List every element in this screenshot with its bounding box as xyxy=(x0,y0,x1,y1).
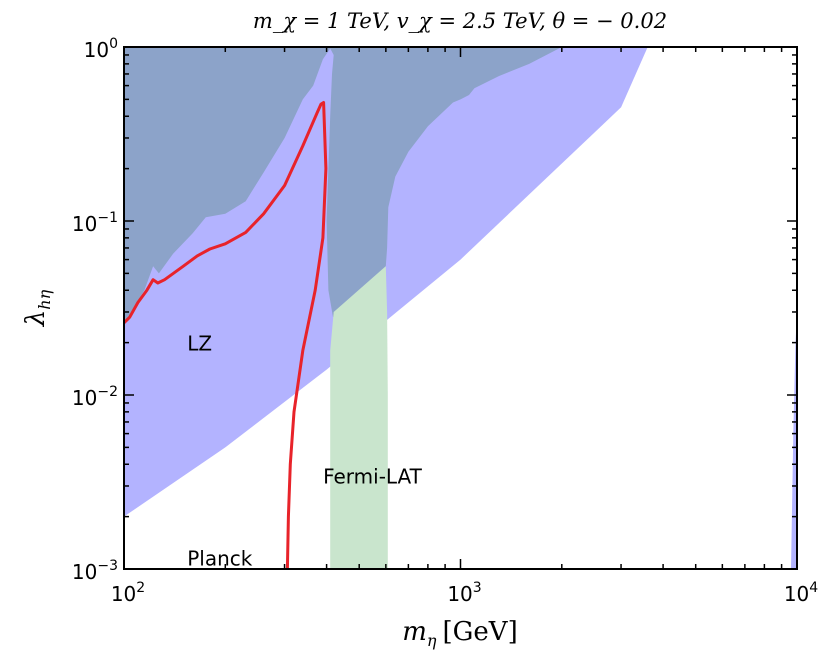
plot-frame xyxy=(123,46,798,570)
x-axis-label-unit: [GeV] xyxy=(443,617,518,647)
fermi-lat-region xyxy=(330,266,388,569)
x-axis-label: mη [GeV] xyxy=(402,617,517,650)
y-axis-label-sub: hη xyxy=(35,289,54,309)
x-axis-label-sub: η xyxy=(427,631,437,650)
region-labels: LZ Fermi-LAT Planck xyxy=(187,332,422,571)
plot-regions xyxy=(124,47,797,569)
combined-exclusion-region xyxy=(124,47,562,326)
axis-ticks: 102 103 104 100 10−1 10−2 10−3 xyxy=(72,36,818,606)
region-label: Planck xyxy=(187,546,253,570)
y-tick-label: 10−1 xyxy=(72,210,118,236)
y-tick-label: 10−3 xyxy=(72,558,118,584)
y-axis-label-symbol: λ xyxy=(21,310,51,327)
y-axis-label: λhη xyxy=(21,289,54,327)
region-label: Fermi-LAT xyxy=(323,465,423,489)
y-tick-label: 100 xyxy=(84,36,118,62)
x-tick-label: 102 xyxy=(111,580,145,606)
planck-relic-curve xyxy=(124,101,328,569)
x-axis-label-symbol: m xyxy=(402,617,427,647)
region-label: LZ xyxy=(187,332,212,356)
y-tick-label: 10−2 xyxy=(72,384,118,410)
x-tick-label: 104 xyxy=(784,580,818,606)
chart-title: m_χ = 1 TeV, v_χ = 2.5 TeV, θ = − 0.02 xyxy=(253,9,667,33)
x-tick-label: 103 xyxy=(447,580,481,606)
high-mass-region xyxy=(791,312,797,569)
